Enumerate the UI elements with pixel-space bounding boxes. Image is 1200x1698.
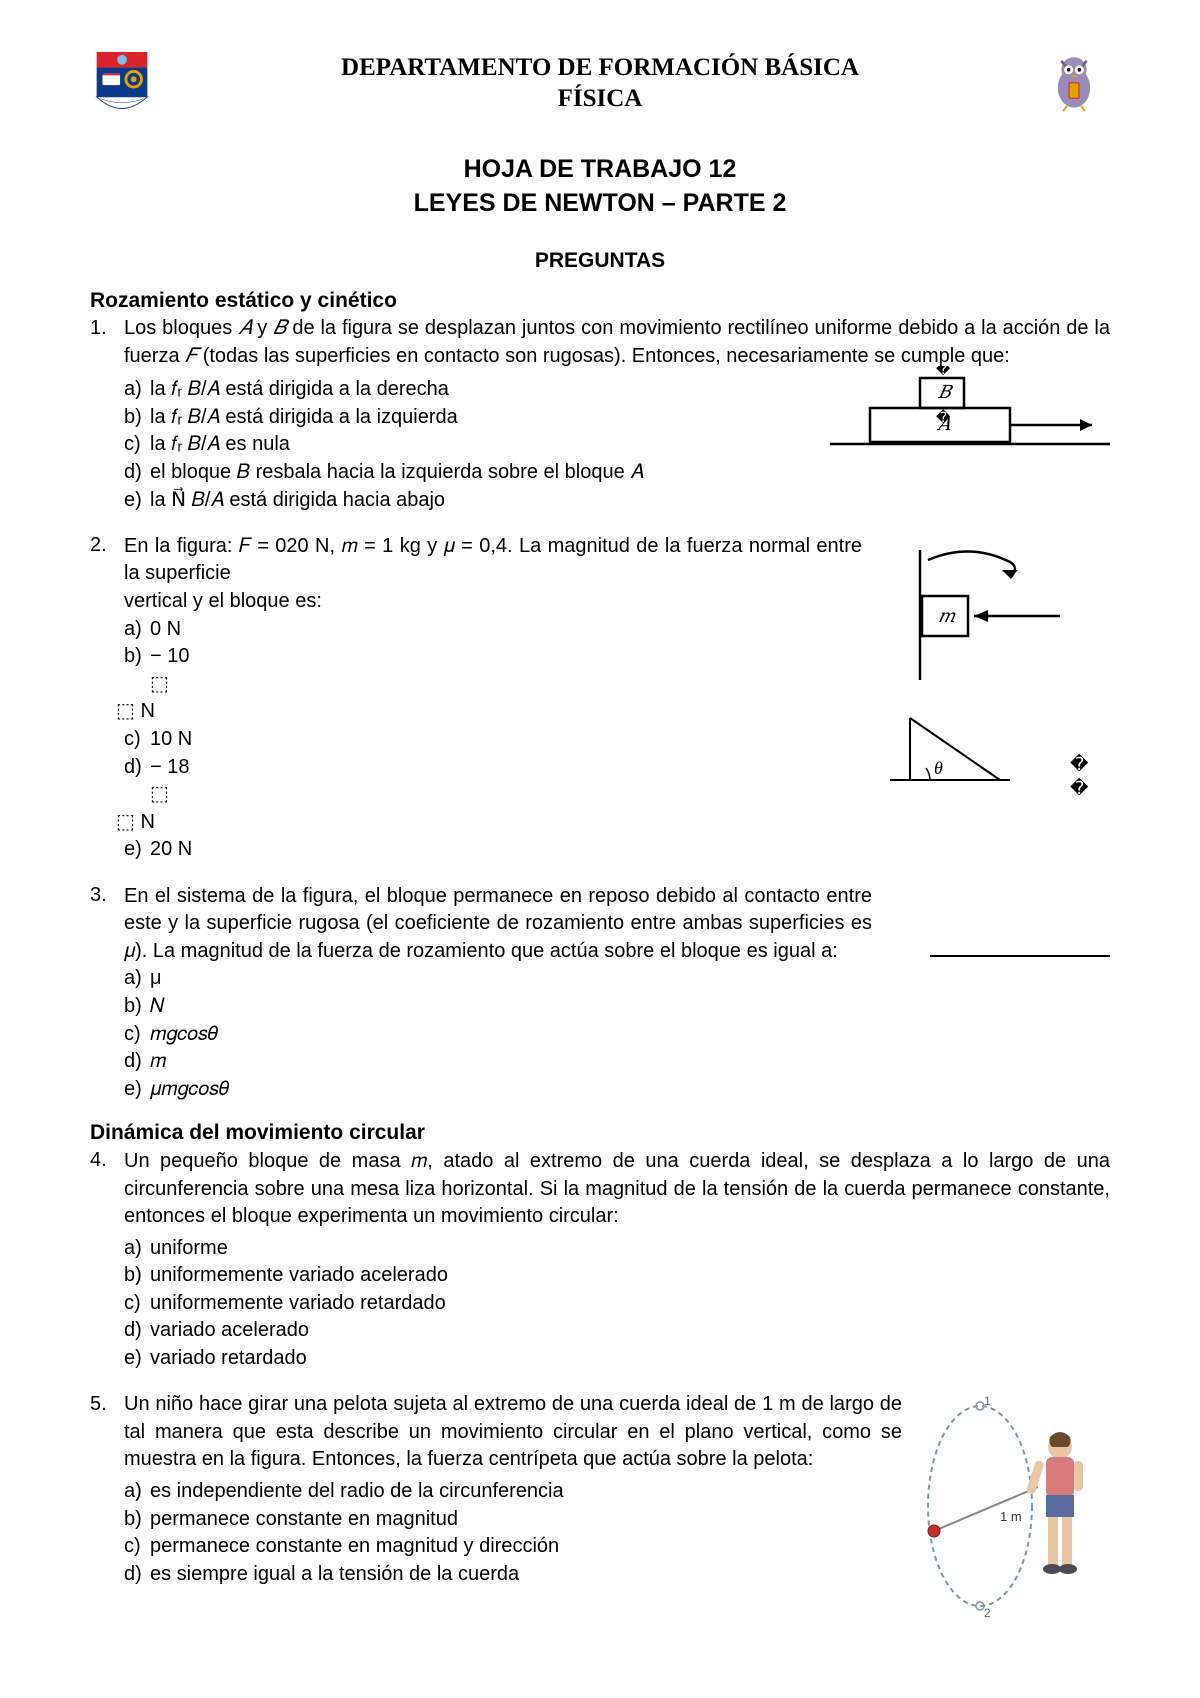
q4-text: Un pequeño bloque de masa 𝑚, atado al ex… [124, 1148, 1110, 1231]
q3-options: a)μ b)𝑁 c)𝑚𝑔𝑐𝑜𝑠𝜃 d)𝑚 e)𝜇𝑚𝑔𝑐𝑜𝑠𝜃 [124, 965, 872, 1103]
q5-opt-a: es independiente del radio de la circunf… [150, 1480, 564, 1502]
svg-text:2: 2 [984, 1606, 991, 1620]
svg-text:𝑔⃗: 𝑔⃗ [1066, 556, 1094, 576]
svg-text:1 m: 1 m [1000, 1509, 1022, 1524]
q1-opt-b: la 𝑓ᵣ 𝐵/𝐴 está dirigida a la izquierda [150, 406, 458, 428]
q1-figure: 𝐵 𝐴 𝐹⃗ � � [830, 366, 1110, 465]
header-line2: FÍSICA [155, 83, 1045, 114]
subsection-friction: Rozamiento estático y cinético [90, 289, 1110, 313]
q5-figure: 1 2 1 m [920, 1391, 1110, 1630]
svg-text:θ: θ [934, 758, 943, 778]
q2-opt-d: − 18 [150, 756, 189, 778]
q1-opt-d: el bloque 𝐵 resbala hacia la izquierda s… [150, 461, 644, 483]
q5-options: a)es independiente del radio de la circu… [124, 1478, 902, 1588]
q5-opt-d: es siempre igual a la tensión de la cuer… [150, 1563, 519, 1585]
q5-text: Un niño hace girar una pelota sujeta al … [124, 1391, 902, 1474]
q4-opt-e: variado retardado [150, 1347, 307, 1369]
title-line1: HOJA DE TRABAJO 12 [90, 153, 1110, 187]
q3-opt-a: μ [150, 967, 162, 989]
q4-opt-c: uniformemente variado retardado [150, 1292, 446, 1314]
q2-options: a)0 N b)− 10 ⬚ ⬚ N c)10 N d)− 18 ⬚ ⬚ N e… [124, 616, 862, 864]
q2-figure: 𝑚 𝐹⃗ 𝑔⃗ θ � � [880, 550, 1110, 819]
question-5: 5. Un niño hace girar una pelota sujeta … [90, 1391, 1110, 1630]
q4-opt-a: uniforme [150, 1237, 228, 1259]
owl-logo-icon [1045, 50, 1110, 127]
svg-text:𝐵: 𝐵 [937, 382, 954, 402]
header-title: DEPARTAMENTO DE FORMACIÓN BÁSICA FÍSICA [155, 50, 1045, 115]
svg-text:𝐹⃗: 𝐹⃗ [1066, 606, 1094, 626]
q4-number: 4. [90, 1147, 118, 1175]
svg-text:1: 1 [984, 1394, 991, 1408]
q3-opt-c: 𝑚𝑔𝑐𝑜𝑠𝜃 [150, 1023, 218, 1045]
svg-text:�: � [1070, 753, 1089, 774]
q5-opt-c: permanece constante en magnitud y direcc… [150, 1535, 559, 1557]
q2-text2: vertical y el bloque es: [124, 588, 862, 616]
q3-number: 3. [90, 882, 118, 910]
q3-opt-d: 𝑚 [150, 1050, 166, 1072]
title-line2: LEYES DE NEWTON – PARTE 2 [90, 187, 1110, 221]
question-4: 4. Un pequeño bloque de masa 𝑚, atado al… [90, 1147, 1110, 1372]
q2-number: 2. [90, 532, 118, 560]
section-heading: PREGUNTAS [90, 249, 1110, 273]
svg-text:�: � [1070, 777, 1089, 798]
q2-opt-c: 10 N [150, 728, 192, 750]
svg-text:𝐹⃗: 𝐹⃗ [1060, 400, 1088, 420]
q4-opt-d: variado acelerado [150, 1319, 309, 1341]
q2-text: En la figura: 𝐹 = 020 N, 𝑚 = 1 kg y 𝜇 = … [124, 533, 862, 588]
q2-opt-e: 20 N [150, 838, 192, 860]
q3-text: En el sistema de la figura, el bloque pe… [124, 883, 872, 966]
q3-figure [890, 952, 1110, 981]
q1-number: 1. [90, 315, 118, 343]
page: DEPARTAMENTO DE FORMACIÓN BÁSICA FÍSICA … [0, 0, 1200, 1698]
q5-opt-b: permanece constante en magnitud [150, 1508, 458, 1530]
worksheet-title: HOJA DE TRABAJO 12 LEYES DE NEWTON – PAR… [90, 153, 1110, 221]
q2-opt-a: 0 N [150, 618, 181, 640]
q3-opt-b: 𝑁 [150, 995, 165, 1017]
q3-opt-e: 𝜇𝑚𝑔𝑐𝑜𝑠𝜃 [150, 1078, 229, 1100]
svg-text:�: � [936, 409, 951, 426]
q4-opt-b: uniformemente variado acelerado [150, 1264, 448, 1286]
shield-logo-icon [90, 50, 155, 133]
q1-opt-e: la N⃗ 𝐵/𝐴 está dirigida hacia abajo [150, 489, 445, 511]
q2-opt-b: − 10 [150, 645, 189, 667]
q1-opt-c: la 𝑓ᵣ 𝐵/𝐴 es nula [150, 433, 290, 455]
q4-options: a)uniforme b)uniformemente variado acele… [124, 1235, 1110, 1373]
header: DEPARTAMENTO DE FORMACIÓN BÁSICA FÍSICA [90, 50, 1110, 133]
q1-body: Los bloques 𝐴 y 𝐵 de la figura se despla… [124, 315, 1110, 370]
svg-text:�: � [936, 366, 951, 378]
question-2: 2. En la figura: 𝐹 = 020 N, 𝑚 = 1 kg y 𝜇… [90, 532, 1110, 864]
header-line1: DEPARTAMENTO DE FORMACIÓN BÁSICA [155, 52, 1045, 83]
q1-options: a)la 𝑓ᵣ 𝐵/𝐴 está dirigida a la derecha b… [124, 376, 812, 514]
q5-number: 5. [90, 1391, 118, 1419]
subsection-circular: Dinámica del movimiento circular [90, 1121, 1110, 1145]
q1-opt-a: la 𝑓ᵣ 𝐵/𝐴 está dirigida a la derecha [150, 378, 449, 400]
question-3: 3. En el sistema de la figura, el bloque… [90, 882, 1110, 1103]
svg-text:𝑚: 𝑚 [938, 606, 956, 626]
question-1: 1. Los bloques 𝐴 y 𝐵 de la figura se des… [90, 315, 1110, 515]
